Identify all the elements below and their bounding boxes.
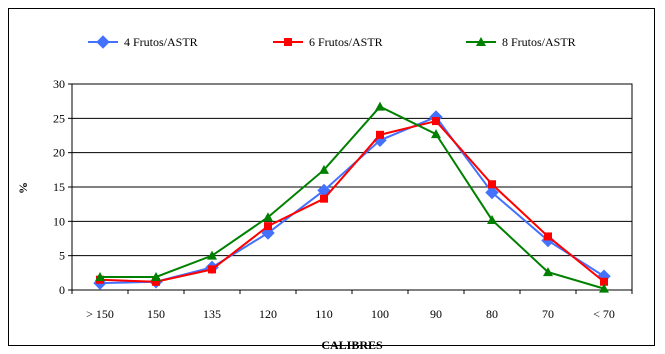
data-point: [208, 265, 216, 274]
data-point: [375, 101, 385, 111]
data-point: [376, 130, 384, 139]
y-tick-label: 0: [59, 283, 65, 297]
legend-label: 4 Frutos/ASTR: [124, 35, 198, 49]
data-point: [488, 180, 496, 189]
x-tick-label: 100: [371, 307, 389, 321]
y-tick-label: 30: [53, 77, 65, 91]
x-tick-label: 120: [259, 307, 277, 321]
data-point: [152, 277, 160, 286]
data-point: [207, 250, 217, 260]
legend-marker: [476, 37, 486, 46]
series-line: [99, 119, 605, 283]
y-axis-title: %: [16, 182, 30, 194]
data-point: [95, 271, 105, 281]
data-point: [485, 185, 499, 200]
y-tick-label: 5: [59, 249, 65, 263]
data-point: [264, 222, 272, 231]
series-8: [95, 101, 609, 293]
x-axis: > 150 150 135 120 110 100 90 80 70 < 70: [71, 290, 633, 321]
legend-label: 8 Frutos/ASTR: [502, 35, 576, 49]
y-tick-label: 15: [53, 180, 65, 194]
legend-item: 4 Frutos/ASTR: [88, 35, 198, 49]
legend-label: 6 Frutos/ASTR: [309, 35, 383, 49]
series-6: [96, 117, 608, 286]
x-tick-label: 90: [430, 307, 442, 321]
y-tick-label: 10: [53, 214, 65, 228]
data-point: [151, 271, 161, 281]
legend-marker: [284, 38, 292, 46]
y-tick-label: 25: [53, 111, 65, 125]
data-point: [599, 283, 609, 293]
data-point: [432, 117, 440, 126]
data-point: [544, 232, 552, 241]
data-point: [600, 277, 608, 286]
x-axis-title: CALIBRES: [321, 338, 383, 352]
x-tick-label: > 150: [86, 307, 114, 321]
legend: 4 Frutos/ASTR 6 Frutos/ASTR 8 Frutos/ASTR: [88, 35, 576, 49]
grid-lines: [72, 117, 632, 257]
y-axis: 0 5 10 15 20 25 30: [53, 77, 72, 297]
data-point: [263, 212, 273, 222]
legend-item: 6 Frutos/ASTR: [273, 35, 383, 49]
data-point: [431, 129, 441, 139]
data-point: [320, 194, 328, 203]
x-tick-label: 150: [147, 307, 165, 321]
legend-item: 8 Frutos/ASTR: [466, 35, 576, 49]
series-line: [100, 105, 605, 290]
data-point: [319, 164, 329, 174]
series-line: [99, 115, 605, 285]
data-point: [543, 267, 553, 277]
x-tick-label: 70: [542, 307, 554, 321]
legend-marker: [96, 35, 110, 49]
y-tick-label: 20: [53, 146, 65, 160]
series-group: [93, 101, 611, 293]
x-tick-label: 110: [315, 307, 333, 321]
x-tick-label: 135: [203, 307, 221, 321]
x-tick-label: < 70: [593, 307, 615, 321]
x-tick-label: 80: [486, 307, 498, 321]
data-point: [487, 214, 497, 224]
